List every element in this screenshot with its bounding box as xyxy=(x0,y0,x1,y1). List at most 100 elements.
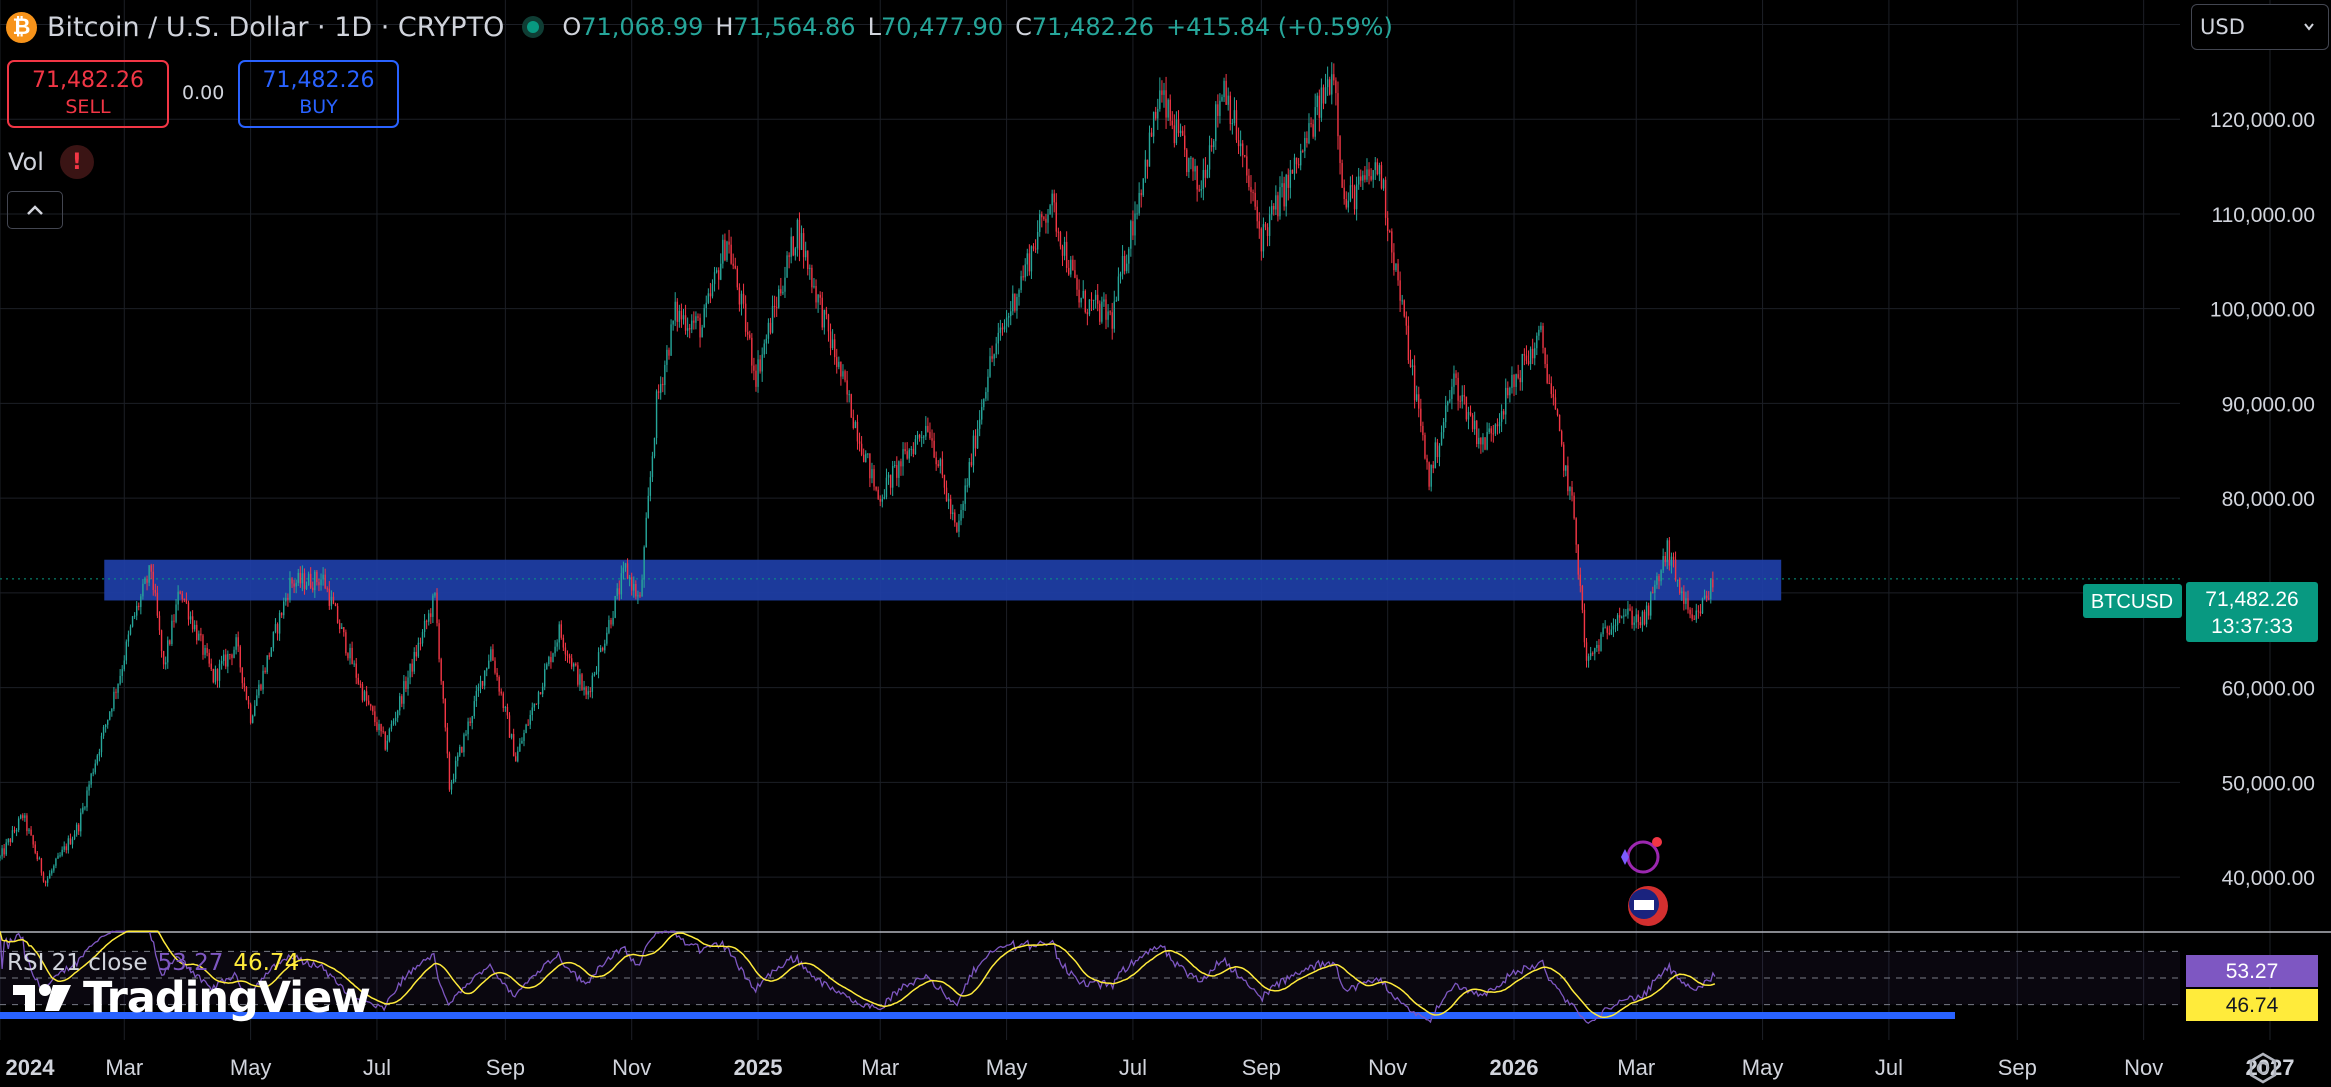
rsi-pane[interactable]: 53.27 46.74 xyxy=(0,930,2331,1024)
candle-body xyxy=(1204,169,1207,178)
candle-body xyxy=(952,512,954,514)
candle-body xyxy=(1063,241,1066,256)
symbol-header[interactable]: ₿ Bitcoin / U.S. Dollar · 1D · CRYPTO O7… xyxy=(6,10,1393,44)
candle-body xyxy=(695,316,697,323)
candle-body xyxy=(394,717,397,721)
candle-body xyxy=(1036,231,1039,250)
symbol-title[interactable]: Bitcoin / U.S. Dollar · 1D · CRYPTO xyxy=(47,11,505,43)
candle-body xyxy=(1455,373,1457,378)
candle-body xyxy=(229,654,231,656)
volume-legend[interactable]: Vol ! xyxy=(8,145,94,179)
candle-body xyxy=(409,663,411,678)
candle-body xyxy=(1132,221,1134,236)
candle-body xyxy=(208,652,210,664)
candle-body xyxy=(680,310,683,320)
rsi-axis-label: 53.27 xyxy=(2226,960,2279,983)
candle-body xyxy=(1430,464,1432,487)
candle-body xyxy=(1596,644,1598,649)
candle-body xyxy=(1078,289,1080,303)
candle-body xyxy=(233,649,235,658)
candle-body xyxy=(355,663,357,678)
candle-body xyxy=(1486,432,1488,450)
candle-body xyxy=(102,727,105,736)
candle-body xyxy=(1500,411,1503,422)
candle-body xyxy=(247,699,250,705)
rsi-legend[interactable]: RSI 21 close 53.27 46.74 xyxy=(7,950,299,976)
candle-body xyxy=(662,383,664,386)
candle-body xyxy=(477,687,480,691)
candle-body xyxy=(730,244,732,264)
candle-body xyxy=(1347,200,1350,208)
candle-body xyxy=(865,453,867,463)
candle-body xyxy=(1117,276,1120,301)
candle-body xyxy=(1097,294,1099,304)
candle-body xyxy=(411,663,413,672)
candle-body xyxy=(51,870,53,874)
candle-body xyxy=(1546,364,1548,383)
candle-body xyxy=(1099,303,1101,322)
candle-body xyxy=(1202,169,1205,190)
candle-body xyxy=(24,815,26,818)
candle-body xyxy=(1484,437,1486,450)
candle-body xyxy=(140,596,142,607)
candle-body xyxy=(1310,123,1312,125)
candle-body xyxy=(1505,387,1507,415)
candle-body xyxy=(260,684,262,690)
candle-body xyxy=(628,577,631,579)
candle-body xyxy=(63,846,65,850)
collapse-legend-button[interactable] xyxy=(7,191,63,229)
candle-body xyxy=(144,578,146,584)
candle-body xyxy=(162,651,165,665)
candle-body xyxy=(651,456,654,478)
candle-body xyxy=(1242,143,1244,156)
warning-icon[interactable]: ! xyxy=(59,145,94,179)
candle-body xyxy=(1382,179,1385,189)
candle-body xyxy=(757,359,759,387)
time-tick-label: 2026 xyxy=(1490,1055,1539,1080)
candle-body xyxy=(202,635,204,655)
price-axis[interactable]: 130,000.00120,000.00110,000.00100,000.00… xyxy=(2210,14,2315,890)
candle-body xyxy=(285,597,287,602)
candle-body xyxy=(1527,360,1530,365)
candle-body xyxy=(386,740,389,750)
candle-body xyxy=(1210,145,1213,148)
candle-body xyxy=(405,681,407,689)
candle-body xyxy=(1345,199,1347,208)
candle-body xyxy=(1494,424,1497,434)
candle-body xyxy=(38,858,41,860)
candle-body xyxy=(525,724,527,733)
tradingview-logo[interactable]: TradingView xyxy=(13,973,371,1023)
candle-body xyxy=(320,579,322,586)
candle-body xyxy=(773,305,776,308)
event-markers[interactable] xyxy=(1621,837,1668,926)
candle-body xyxy=(827,314,830,332)
candle-body xyxy=(956,522,958,532)
candle-body xyxy=(647,495,649,518)
candle-body xyxy=(560,624,562,638)
candle-body xyxy=(674,301,676,321)
candle-body xyxy=(1679,579,1681,594)
candle-body xyxy=(357,677,360,684)
ai-insight-icon[interactable] xyxy=(1626,840,1660,874)
candle-body xyxy=(1633,622,1635,625)
candle-body xyxy=(1668,540,1671,566)
time-axis[interactable]: 2024 Mar May Jul Sep Nov 2025 Mar May Jul Sep Nov 20… xyxy=(6,1055,2295,1080)
sell-button[interactable]: 71,482.26 SELL xyxy=(7,60,169,128)
candle-body xyxy=(867,453,869,455)
candle-body xyxy=(1498,421,1501,427)
candlestick-series[interactable] xyxy=(0,62,1714,887)
candle-body xyxy=(42,872,45,882)
candle-body xyxy=(1598,644,1600,651)
time-tick-label: 2024 xyxy=(6,1055,56,1080)
candle-body xyxy=(220,660,223,664)
market-open-icon[interactable] xyxy=(522,16,545,38)
currency-select[interactable]: USD xyxy=(2191,4,2329,50)
support-resistance-zone[interactable] xyxy=(104,559,1782,601)
buy-button[interactable]: 71,482.26 BUY xyxy=(238,60,399,128)
candle-body xyxy=(1026,253,1028,265)
candle-body xyxy=(908,449,910,459)
price-tick-label: 60,000.00 xyxy=(2222,678,2315,701)
settings-gear-icon[interactable] xyxy=(2247,1052,2279,1084)
candle-body xyxy=(1542,325,1544,348)
